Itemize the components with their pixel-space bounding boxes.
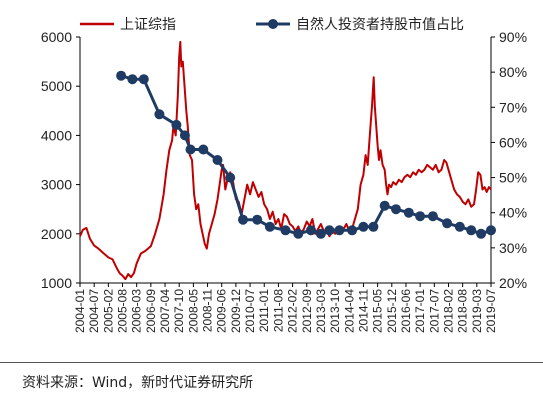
- right-axis-tick-label: 40%: [499, 205, 527, 221]
- x-axis-tick-label: 2008-05: [186, 289, 200, 333]
- x-axis-tick-label: 2007-10: [172, 289, 186, 333]
- legend-label: 上证综指: [120, 17, 176, 33]
- legend-item-retail-share: 自然人投资者持股市值占比: [256, 14, 464, 34]
- legend-item-index: 上证综指: [80, 14, 176, 34]
- x-axis-tick-label: 2016-06: [399, 289, 413, 333]
- legend-label: 自然人投资者持股市值占比: [296, 17, 464, 33]
- left-axis-tick-label: 4000: [41, 127, 72, 143]
- x-axis-tick-label: 2007-04: [158, 289, 172, 333]
- x-axis-tick-label: 2018-08: [456, 289, 470, 333]
- retail-share-point: [347, 225, 358, 236]
- retail-share-point: [324, 225, 335, 236]
- x-axis-tick-label: 2019-03: [470, 289, 484, 333]
- retail-share-point: [212, 155, 223, 165]
- retail-share-point: [171, 119, 182, 130]
- x-axis-tick-label: 2012-09: [300, 289, 314, 333]
- x-axis-tick-label: 2012-02: [286, 289, 300, 333]
- x-axis-tick-label: 2013-03: [314, 289, 328, 333]
- source-divider: [0, 362, 543, 363]
- retail-share-point: [154, 109, 165, 120]
- retail-share-point: [116, 70, 127, 81]
- x-axis-tick-label: 2009-12: [229, 289, 243, 333]
- x-axis-tick-label: 2013-10: [328, 289, 342, 333]
- legend-line-red-icon: [80, 22, 114, 26]
- x-axis-tick-label: 2015-12: [385, 289, 399, 333]
- source-note: 资料来源：Wind，新时代证券研究所: [22, 375, 254, 391]
- x-axis-tick-label: 2009-06: [215, 289, 229, 333]
- right-axis-tick-label: 30%: [499, 240, 527, 256]
- left-axis-tick-label: 6000: [41, 29, 72, 45]
- x-axis-tick-label: 2011-08: [271, 289, 285, 332]
- x-axis-tick-label: 2005-02: [101, 289, 115, 333]
- retail-share-point: [138, 74, 149, 85]
- retail-share-point: [252, 214, 263, 225]
- x-axis-tick-label: 2015-05: [371, 289, 385, 333]
- x-axis-tick-label: 2005-08: [116, 289, 130, 333]
- left-axis-tick-label: 1000: [41, 275, 72, 291]
- right-axis-tick-label: 90%: [499, 29, 527, 45]
- x-axis-tick-label: 2004-01: [73, 289, 87, 333]
- legend-line-marker-icon: [256, 19, 290, 29]
- chart-canvas: 1000 2000 3000 4000 5000 6000 20% 30% 40% 50% 60% 7…: [41, 29, 527, 333]
- left-axis-tick-label: 2000: [41, 226, 72, 242]
- retail-share-point: [427, 211, 438, 222]
- x-axis-tick-label: 2017-07: [427, 289, 441, 333]
- x-axis-tick-label: 2014-11: [356, 289, 370, 332]
- retail-share-point: [334, 225, 345, 236]
- retail-share-point: [358, 221, 369, 232]
- retail-share-point: [264, 221, 275, 232]
- retail-share-point: [225, 172, 236, 183]
- retail-share-point: [403, 207, 414, 218]
- axes-layer: 1000 2000 3000 4000 5000 6000 20% 30% 40% 50% 60% 7…: [41, 29, 527, 333]
- x-axis-tick-label: 2010-07: [243, 289, 257, 333]
- retail-share-point: [476, 228, 487, 239]
- series-layer: [79, 40, 496, 281]
- retail-share-point: [391, 204, 401, 215]
- x-axis-tick-label: 2017-01: [413, 289, 427, 333]
- right-axis-tick-label: 70%: [499, 99, 527, 115]
- right-axis-tick-label: 50%: [499, 170, 527, 186]
- retail-share-point: [198, 144, 209, 155]
- retail-share-point: [238, 214, 248, 225]
- retail-share-point: [280, 225, 291, 236]
- x-axis-tick-label: 2018-02: [441, 289, 455, 333]
- right-axis-tick-label: 20%: [499, 275, 527, 291]
- x-axis-tick-label: 2019-07: [484, 289, 498, 333]
- retail-share-point: [454, 221, 465, 232]
- retail-share-point: [442, 218, 453, 229]
- retail-share-point: [486, 225, 496, 236]
- x-axis-tick-label: 2006-03: [130, 289, 144, 333]
- retail-share-point: [466, 225, 477, 236]
- x-axis-tick-label: 2011-01: [257, 289, 271, 332]
- retail-share-series-line: [120, 74, 492, 236]
- retail-share-point: [185, 144, 196, 155]
- x-axis-tick-label: 2014-04: [342, 289, 356, 333]
- left-axis-tick-label: 5000: [41, 78, 72, 94]
- x-axis-tick-label: 2004-07: [87, 289, 101, 333]
- retail-share-point: [415, 211, 426, 222]
- retail-share-point: [315, 228, 326, 239]
- retail-share-point: [127, 74, 138, 85]
- x-axis-tick-label: 2008-11: [201, 289, 215, 332]
- retail-share-point: [306, 225, 316, 236]
- retail-share-point: [179, 130, 190, 141]
- retail-share-point: [293, 228, 304, 239]
- retail-share-point: [379, 200, 390, 211]
- right-axis-tick-label: 60%: [499, 134, 527, 150]
- right-axis-tick-label: 80%: [499, 64, 527, 80]
- left-axis-tick-label: 3000: [41, 177, 72, 193]
- x-axis-tick-label: 2006-09: [144, 289, 158, 333]
- retail-share-point: [368, 221, 379, 232]
